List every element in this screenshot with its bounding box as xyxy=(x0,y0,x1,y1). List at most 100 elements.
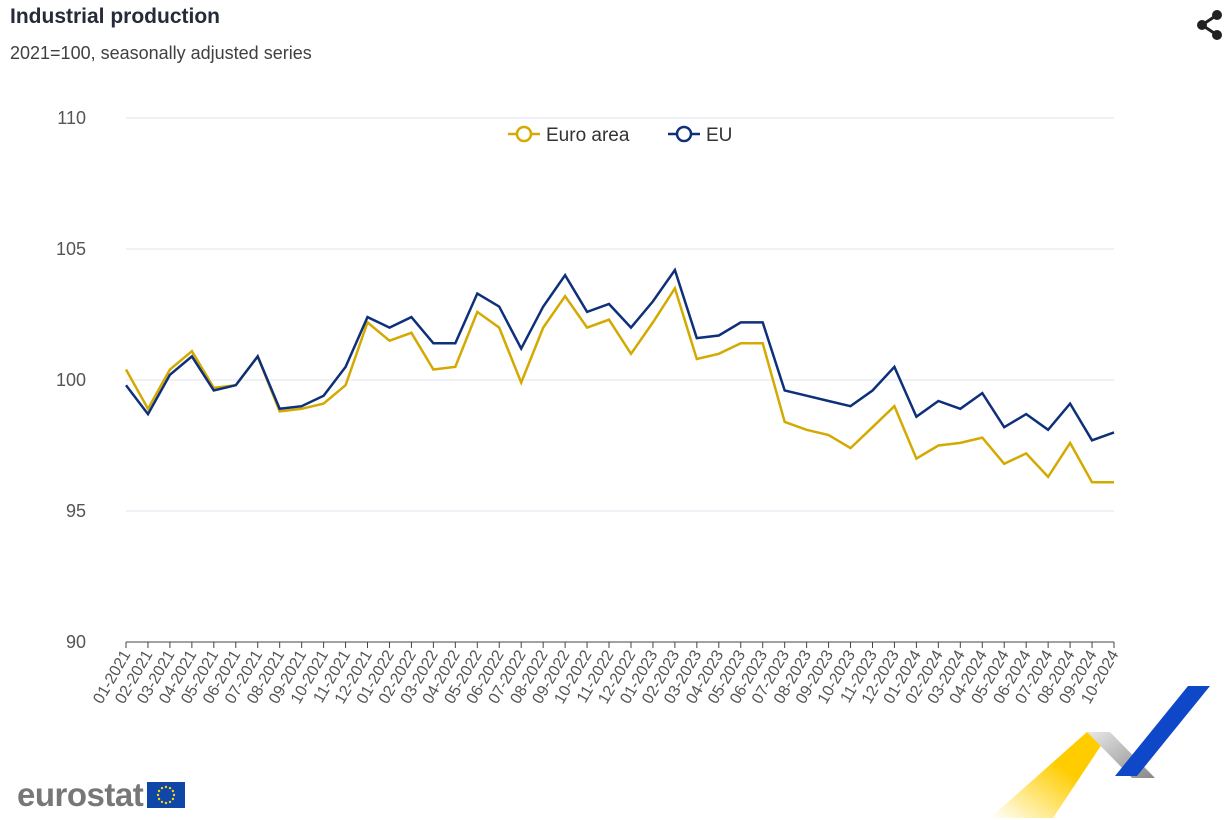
data-point xyxy=(714,349,724,359)
data-point xyxy=(1087,477,1097,487)
legend-marker-icon xyxy=(675,125,693,143)
data-point xyxy=(802,391,812,401)
data-point xyxy=(1021,409,1031,419)
legend-label: Euro area xyxy=(546,125,630,146)
data-point xyxy=(977,388,987,398)
eu-flag-icon xyxy=(147,782,186,808)
data-point xyxy=(538,302,548,312)
data-point xyxy=(516,378,526,388)
data-point xyxy=(406,328,416,338)
data-point xyxy=(780,417,790,427)
data-point xyxy=(121,380,131,390)
series-line-eu xyxy=(125,267,1115,442)
data-point xyxy=(692,333,702,343)
data-point xyxy=(604,315,614,325)
data-point xyxy=(560,291,570,301)
data-point xyxy=(780,385,790,395)
data-point xyxy=(538,323,548,333)
data-point xyxy=(1109,477,1119,487)
data-point xyxy=(319,391,329,401)
legend-marker-icon xyxy=(515,125,533,143)
data-point xyxy=(889,362,899,372)
data-point xyxy=(867,385,877,395)
series-line-euro-area xyxy=(124,285,1114,484)
data-point xyxy=(472,289,482,299)
data-point xyxy=(846,443,856,453)
data-point xyxy=(933,441,943,451)
data-point xyxy=(626,323,636,333)
data-point xyxy=(1043,425,1053,435)
data-point xyxy=(209,385,219,395)
data-point xyxy=(955,404,965,414)
data-point xyxy=(648,296,658,306)
data-point xyxy=(758,338,768,348)
data-point xyxy=(384,323,394,333)
data-point xyxy=(406,312,416,322)
data-point xyxy=(955,438,965,448)
data-point xyxy=(1065,399,1075,409)
data-point xyxy=(626,349,636,359)
data-point xyxy=(187,351,197,361)
data-point xyxy=(736,338,746,348)
data-point xyxy=(1109,427,1119,437)
data-point xyxy=(824,430,834,440)
data-point xyxy=(648,317,658,327)
data-point xyxy=(582,307,592,317)
data-point xyxy=(143,409,153,419)
data-point xyxy=(297,401,307,411)
data-point xyxy=(867,422,877,432)
data-point xyxy=(933,396,943,406)
chart-title: Industrial production xyxy=(10,5,220,28)
y-tick-label: 110 xyxy=(57,108,86,128)
data-point xyxy=(670,265,680,275)
data-point xyxy=(736,317,746,327)
data-point xyxy=(999,422,1009,432)
y-tick-label: 105 xyxy=(56,239,86,259)
data-point xyxy=(999,459,1009,469)
y-tick-label: 95 xyxy=(66,501,86,521)
data-point xyxy=(846,401,856,411)
data-point xyxy=(824,396,834,406)
decorative-stripes xyxy=(990,686,1210,818)
data-point xyxy=(494,323,504,333)
data-point xyxy=(692,354,702,364)
data-point xyxy=(516,344,526,354)
data-point xyxy=(165,370,175,380)
data-point xyxy=(121,365,131,375)
data-point xyxy=(275,404,285,414)
data-point xyxy=(231,380,241,390)
data-point xyxy=(450,338,460,348)
data-point xyxy=(472,307,482,317)
data-point xyxy=(428,365,438,375)
data-point xyxy=(582,323,592,333)
data-point xyxy=(428,338,438,348)
data-point xyxy=(450,362,460,372)
chart-subtitle: 2021=100, seasonally adjusted series xyxy=(10,43,312,63)
legend-item[interactable]: EU xyxy=(668,125,732,146)
legend-item[interactable]: Euro area xyxy=(508,125,630,146)
share-icon[interactable] xyxy=(1193,8,1226,42)
data-point xyxy=(560,270,570,280)
y-tick-label: 90 xyxy=(66,632,86,652)
data-point xyxy=(341,362,351,372)
data-point xyxy=(889,401,899,411)
data-point xyxy=(341,380,351,390)
data-point xyxy=(977,433,987,443)
data-point xyxy=(911,454,921,464)
data-point xyxy=(758,317,768,327)
data-point xyxy=(802,425,812,435)
data-point xyxy=(253,351,263,361)
data-point xyxy=(604,299,614,309)
eurostat-logo: eurostat xyxy=(17,776,186,814)
data-point xyxy=(494,302,504,312)
data-point xyxy=(1087,435,1097,445)
data-point xyxy=(384,336,394,346)
data-point xyxy=(363,312,373,322)
data-point xyxy=(1021,448,1031,458)
logo-text: eurostat xyxy=(17,776,144,813)
legend-label: EU xyxy=(706,125,732,146)
data-point xyxy=(714,330,724,340)
y-tick-label: 100 xyxy=(56,370,86,390)
data-point xyxy=(1065,438,1075,448)
